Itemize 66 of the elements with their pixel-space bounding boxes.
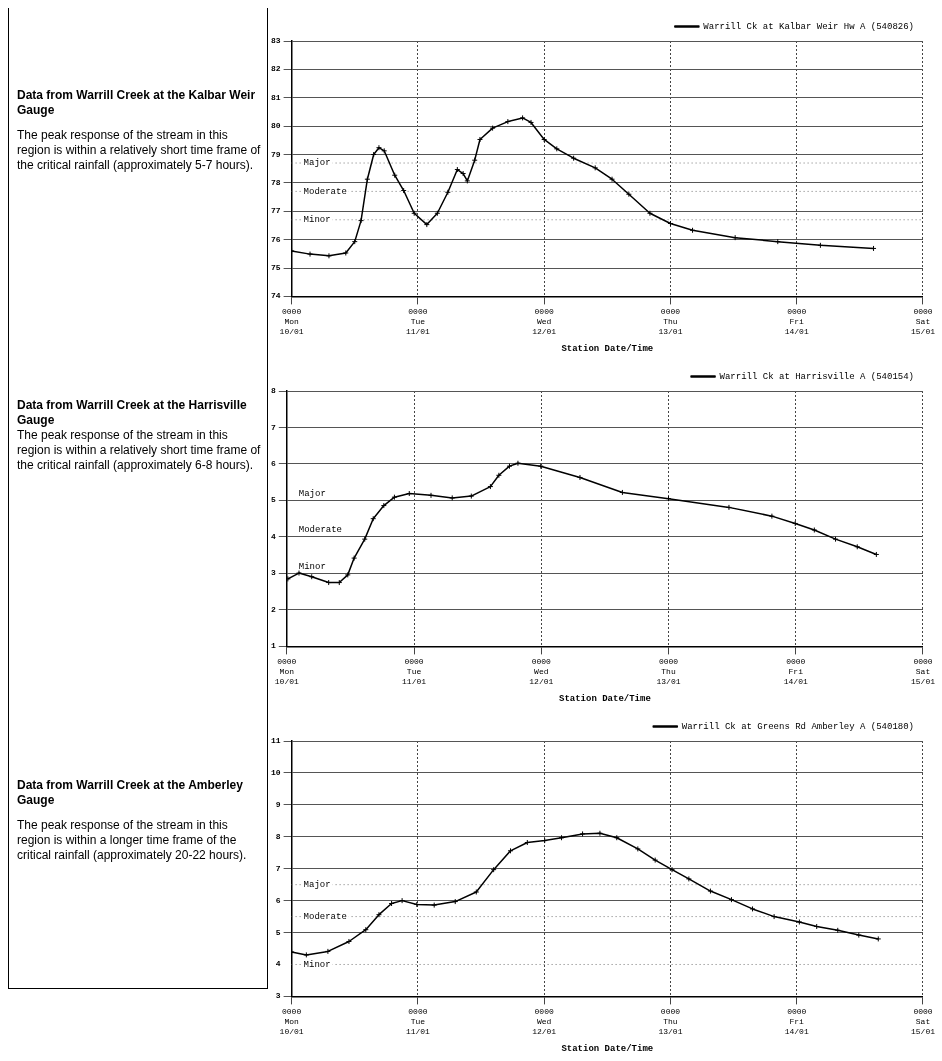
x-axis-title: Station Date/Time — [558, 693, 651, 704]
y-tick-label: 83 — [270, 36, 281, 46]
y-tick-label: 5 — [270, 495, 276, 505]
y-tick-label: 75 — [270, 263, 281, 273]
x-tick-label: 0000 Thu 13/01 — [658, 1007, 683, 1036]
x-tick-label: 0000 Mon 10/01 — [279, 1007, 304, 1036]
text: The peak response of the stream in this region is within a longer time frame of the critical rainfall (approximately 20-22 hours). — [17, 818, 248, 863]
ref-line-label: Moderate — [303, 911, 347, 922]
x-tick-label: 0000 Thu 13/01 — [656, 657, 681, 686]
y-tick-label: 5 — [275, 927, 281, 937]
ref-line-label: Major — [303, 158, 331, 169]
x-tick-label: 0000 Sat 15/01 — [910, 1007, 936, 1036]
x-axis-title: Station Date/Time — [561, 1043, 654, 1054]
legend-label: Warrill Ck at Greens Rd Amberley A (540180) — [681, 721, 915, 732]
y-tick-label: 77 — [270, 206, 281, 216]
x-tick-label: 0000 Wed 12/01 — [532, 307, 557, 336]
text: Data from Warrill Creek at the Kalbar Weir Gauge — [17, 88, 257, 118]
x-tick-label: 0000 Sat 15/01 — [910, 307, 936, 336]
x-tick-label: 0000 Tue 11/01 — [405, 1007, 431, 1036]
x-tick-label: 0000 Fri 14/01 — [784, 307, 809, 336]
y-tick-label: 9 — [275, 799, 281, 809]
y-tick-label: 76 — [270, 234, 281, 244]
ref-line-label: Moderate — [303, 186, 347, 197]
annotation: Major — [298, 489, 326, 500]
y-tick-label: 10 — [270, 767, 281, 777]
y-tick-label: 82 — [270, 64, 281, 74]
y-tick-label: 6 — [275, 895, 281, 905]
y-tick-label: 7 — [275, 863, 281, 873]
x-tick-label: 0000 Fri 14/01 — [783, 657, 808, 686]
y-tick-label: 8 — [275, 831, 281, 841]
y-tick-label: 11 — [270, 736, 281, 746]
text: The peak response of the stream in this region is within a relatively short time frame of the critical rainfall (approximately 5-7 hours). — [17, 128, 261, 173]
legend-label: Warrill Ck at Harrisville A (540154) — [719, 371, 915, 382]
y-tick-label: 2 — [270, 604, 276, 614]
y-tick-label: 4 — [275, 959, 281, 969]
x-tick-label: 0000 Fri 14/01 — [784, 1007, 809, 1036]
annotation: Minor — [298, 561, 326, 572]
y-tick-label: 6 — [270, 458, 276, 468]
text: Data from Warrill Creek at the Amberley Gauge — [17, 778, 244, 808]
x-tick-label: 0000 Wed 12/01 — [532, 1007, 557, 1036]
x-tick-label: 0000 Tue 11/01 — [402, 657, 427, 686]
annotation: Moderate — [298, 524, 343, 535]
x-tick-label: 0000 Thu 13/01 — [658, 307, 683, 336]
y-tick-label: 78 — [270, 177, 281, 187]
x-tick-label: 0000 Mon 10/01 — [274, 657, 299, 686]
x-axis-title: Station Date/Time — [561, 343, 654, 354]
y-tick-label: 79 — [270, 149, 281, 159]
y-tick-label: 74 — [270, 291, 281, 301]
text: The peak response of the stream in this region is within a relatively short time frame of the critical rainfall (approximately 6-8 hours). — [17, 428, 261, 473]
ref-line-label: Minor — [303, 959, 331, 970]
y-tick-label: 4 — [270, 531, 276, 541]
y-tick-label: 1 — [270, 641, 276, 651]
legend-label: Warrill Ck at Kalbar Weir Hw A (540826) — [703, 21, 915, 32]
y-tick-label: 8 — [270, 386, 276, 396]
x-tick-label: 0000 Sat 15/01 — [910, 657, 936, 686]
text: Data from Warrill Creek at the Harrisville Gauge — [17, 398, 248, 428]
x-tick-label: 0000 Mon 10/01 — [279, 307, 304, 336]
y-tick-label: 7 — [270, 422, 276, 432]
x-tick-label: 0000 Tue 11/01 — [405, 307, 431, 336]
y-tick-label: 80 — [270, 121, 281, 131]
y-tick-label: 3 — [275, 991, 281, 1001]
y-tick-label: 81 — [270, 92, 281, 102]
ref-line-label: Major — [303, 880, 331, 891]
x-tick-label: 0000 Wed 12/01 — [529, 657, 554, 686]
y-tick-label: 3 — [270, 568, 276, 578]
ref-line-label: Minor — [303, 215, 331, 226]
